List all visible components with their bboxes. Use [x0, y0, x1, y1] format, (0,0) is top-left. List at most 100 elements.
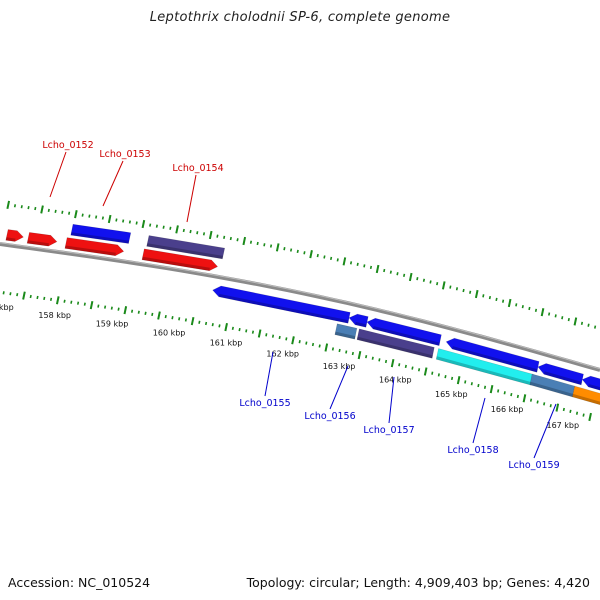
tick-mark — [249, 240, 253, 244]
gene-shade — [544, 371, 582, 385]
leader-line — [533, 403, 557, 459]
gene-feature[interactable] — [5, 229, 24, 242]
tick-mark — [363, 264, 366, 268]
tick-mark — [588, 412, 592, 422]
tick-mark — [469, 290, 472, 294]
gene-label-top[interactable]: Lcho_0154 — [172, 163, 223, 174]
tick-mark — [6, 200, 11, 209]
tick-mark — [257, 329, 262, 338]
tick-mark — [155, 224, 158, 228]
tick-mark — [70, 300, 73, 304]
gene-label-top[interactable]: Lcho_0153 — [99, 149, 150, 160]
tick-mark — [182, 228, 185, 233]
gene-feature[interactable] — [26, 232, 58, 247]
inner-tick-ring — [2, 291, 592, 422]
gene-shade — [355, 321, 367, 328]
kbp-label: 167 kbp — [546, 421, 579, 430]
gene-label-top[interactable]: Lcho_0152 — [42, 140, 93, 151]
backbone-track — [0, 242, 600, 372]
gene-feature[interactable] — [212, 285, 351, 324]
tick-mark — [211, 323, 214, 327]
tick-mark — [204, 321, 208, 326]
tick-mark — [251, 330, 255, 334]
tick-mark — [122, 219, 125, 223]
tick-mark — [123, 306, 128, 315]
gene-feature[interactable] — [366, 317, 442, 346]
gene-feature[interactable] — [581, 375, 600, 396]
tick-mark — [398, 363, 401, 367]
gene-shade — [142, 256, 210, 271]
tick-mark — [562, 407, 565, 412]
tick-mark — [128, 220, 132, 224]
tick-mark — [141, 219, 146, 229]
tick-mark — [110, 306, 113, 310]
tick-mark — [349, 261, 353, 265]
tick-mark — [27, 205, 30, 210]
tick-mark — [269, 244, 273, 248]
tick-mark — [573, 317, 578, 326]
gene-feature[interactable] — [70, 223, 132, 244]
tick-mark — [338, 348, 341, 353]
tick-mark — [521, 305, 524, 309]
tick-mark — [587, 323, 590, 327]
kbp-label: 160 kbp — [153, 328, 186, 337]
tick-mark — [462, 288, 465, 293]
gene-feature[interactable] — [348, 313, 369, 328]
gene-feature[interactable] — [334, 323, 358, 340]
gene-label-bottom[interactable]: Lcho_0156 — [304, 411, 355, 422]
tick-mark — [89, 301, 94, 310]
tick-mark — [456, 376, 461, 385]
gene-feature[interactable] — [141, 248, 219, 272]
tick-mark — [536, 400, 539, 404]
tick-mark — [40, 205, 44, 214]
kbp-label: 157 kbp — [0, 303, 14, 312]
kbp-label: 163 kbp — [323, 362, 356, 371]
gene-label-bottom[interactable]: Lcho_0159 — [508, 460, 559, 471]
tick-mark — [555, 403, 560, 412]
leader-line — [264, 351, 274, 397]
tick-mark — [437, 373, 440, 377]
tick-mark — [477, 383, 480, 388]
tick-mark — [488, 295, 492, 300]
gene-feature[interactable] — [445, 337, 540, 373]
tick-mark — [13, 204, 17, 208]
tick-mark — [593, 325, 597, 329]
gene-feature[interactable] — [64, 237, 125, 257]
tick-mark — [396, 272, 399, 276]
tick-mark — [157, 311, 161, 320]
gene-shade — [146, 243, 223, 259]
tick-mark — [323, 255, 326, 259]
gene-label-bottom[interactable]: Lcho_0157 — [363, 425, 414, 436]
tick-mark — [567, 317, 570, 322]
tick-mark — [178, 317, 181, 321]
gene-feature[interactable] — [146, 235, 226, 260]
tick-mark — [81, 213, 84, 217]
tick-mark — [422, 278, 426, 282]
gene-feature[interactable] — [356, 328, 435, 359]
gene-shade — [572, 393, 600, 405]
gene-label-bottom[interactable]: Lcho_0155 — [239, 398, 290, 409]
tick-mark — [117, 307, 120, 311]
tick-mark — [495, 297, 498, 302]
gene-label-bottom[interactable]: Lcho_0158 — [447, 445, 498, 456]
tick-mark — [356, 262, 359, 266]
gene-shade — [27, 240, 49, 247]
outer-tick-ring — [6, 200, 597, 329]
tick-mark — [296, 249, 299, 254]
tick-mark — [68, 211, 71, 215]
accession-label: Accession: NC_010524 — [8, 575, 151, 590]
tick-mark — [482, 294, 485, 298]
gene-feature[interactable] — [572, 385, 600, 409]
tick-mark — [444, 375, 447, 379]
tick-mark — [103, 305, 107, 309]
tick-mark — [283, 247, 286, 251]
tick-mark — [522, 394, 527, 403]
tick-mark — [411, 366, 414, 370]
tick-mark — [423, 367, 428, 376]
tick-mark — [88, 214, 91, 218]
tick-mark — [223, 235, 226, 239]
tick-mark — [107, 214, 112, 224]
map-title: Leptothrix cholodnii SP-6, complete geno… — [149, 10, 451, 25]
tick-mark — [561, 316, 564, 320]
gene-feature[interactable] — [537, 363, 584, 386]
